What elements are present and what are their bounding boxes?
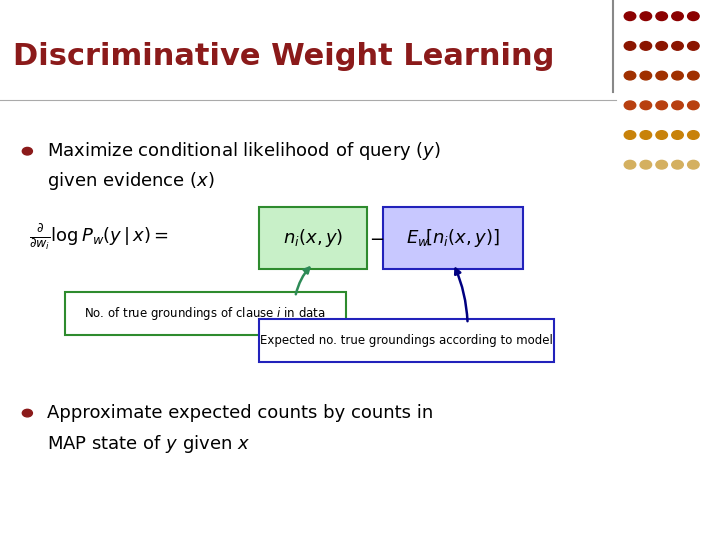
Circle shape [624, 42, 636, 50]
Circle shape [672, 71, 683, 80]
Circle shape [672, 12, 683, 21]
Text: $E_w\!\left[n_i(x,y)\right]$: $E_w\!\left[n_i(x,y)\right]$ [406, 227, 500, 248]
Circle shape [672, 101, 683, 110]
Circle shape [672, 131, 683, 139]
Circle shape [656, 42, 667, 50]
Circle shape [656, 71, 667, 80]
Circle shape [688, 42, 699, 50]
Circle shape [22, 147, 32, 155]
Text: Expected no. true groundings according to model: Expected no. true groundings according t… [261, 334, 553, 347]
Text: $-$: $-$ [369, 228, 384, 247]
Circle shape [640, 12, 652, 21]
Circle shape [640, 131, 652, 139]
Text: Maximize conditional likelihood of query ($y$): Maximize conditional likelihood of query… [47, 140, 441, 162]
FancyBboxPatch shape [65, 292, 346, 335]
Circle shape [640, 160, 652, 169]
Text: No. of true groundings of clause $i$ in data: No. of true groundings of clause $i$ in … [84, 305, 326, 322]
Circle shape [656, 12, 667, 21]
Circle shape [688, 12, 699, 21]
Circle shape [656, 131, 667, 139]
Circle shape [22, 409, 32, 417]
FancyBboxPatch shape [383, 207, 523, 269]
FancyBboxPatch shape [259, 319, 554, 362]
Circle shape [688, 71, 699, 80]
Circle shape [656, 160, 667, 169]
Circle shape [640, 101, 652, 110]
Circle shape [688, 101, 699, 110]
Circle shape [640, 71, 652, 80]
Circle shape [624, 71, 636, 80]
Circle shape [624, 12, 636, 21]
Circle shape [656, 101, 667, 110]
FancyBboxPatch shape [259, 207, 367, 269]
Circle shape [624, 160, 636, 169]
Text: MAP state of $y$ given $x$: MAP state of $y$ given $x$ [47, 433, 250, 455]
Text: Discriminative Weight Learning: Discriminative Weight Learning [13, 42, 554, 71]
Text: given evidence ($x$): given evidence ($x$) [47, 170, 215, 192]
Circle shape [640, 42, 652, 50]
Text: Approximate expected counts by counts in: Approximate expected counts by counts in [47, 404, 433, 422]
Circle shape [688, 160, 699, 169]
Circle shape [672, 160, 683, 169]
Circle shape [688, 131, 699, 139]
Circle shape [624, 131, 636, 139]
Text: $\frac{\partial}{\partial w_i}\log P_w(y\,|\,x) =$: $\frac{\partial}{\partial w_i}\log P_w(y… [29, 222, 168, 253]
Circle shape [672, 42, 683, 50]
Circle shape [624, 101, 636, 110]
Text: $n_i(x,y)$: $n_i(x,y)$ [283, 227, 343, 248]
